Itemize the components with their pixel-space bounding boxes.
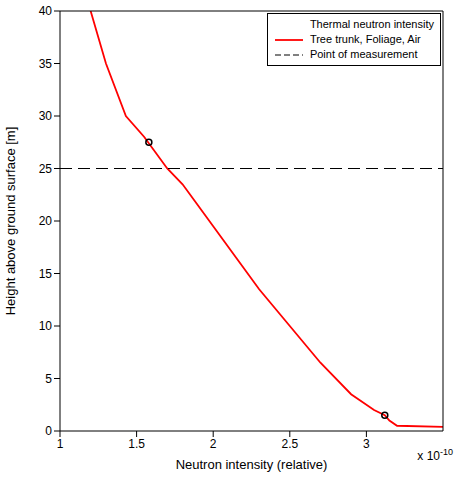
svg-text:30: 30 <box>39 109 53 123</box>
svg-text:2: 2 <box>210 437 217 451</box>
html-text:x 10-10: x 10-10 <box>417 447 453 463</box>
svg-text:2.5: 2.5 <box>281 437 298 451</box>
svg-text:Height above ground surface [m: Height above ground surface [m] <box>3 127 18 316</box>
svg-text:35: 35 <box>39 57 53 71</box>
svg-text:Neutron intensity (relative): Neutron intensity (relative) <box>176 457 328 472</box>
html-text:Tree trunk, Foliage, Air: Tree trunk, Foliage, Air <box>309 33 421 45</box>
svg-text:1.5: 1.5 <box>128 437 145 451</box>
svg-text:3: 3 <box>363 437 370 451</box>
svg-text:25: 25 <box>39 162 53 176</box>
svg-text:20: 20 <box>39 214 53 228</box>
svg-text:40: 40 <box>39 4 53 18</box>
html-text:Thermal neutron intensity: Thermal neutron intensity <box>309 18 434 30</box>
svg-text:15: 15 <box>39 267 53 281</box>
svg-text:1: 1 <box>57 437 64 451</box>
svg-text:10: 10 <box>39 319 53 333</box>
svg-text:0: 0 <box>45 424 52 438</box>
html-text:Point of measurement: Point of measurement <box>309 48 418 60</box>
svg-text:5: 5 <box>45 372 52 386</box>
